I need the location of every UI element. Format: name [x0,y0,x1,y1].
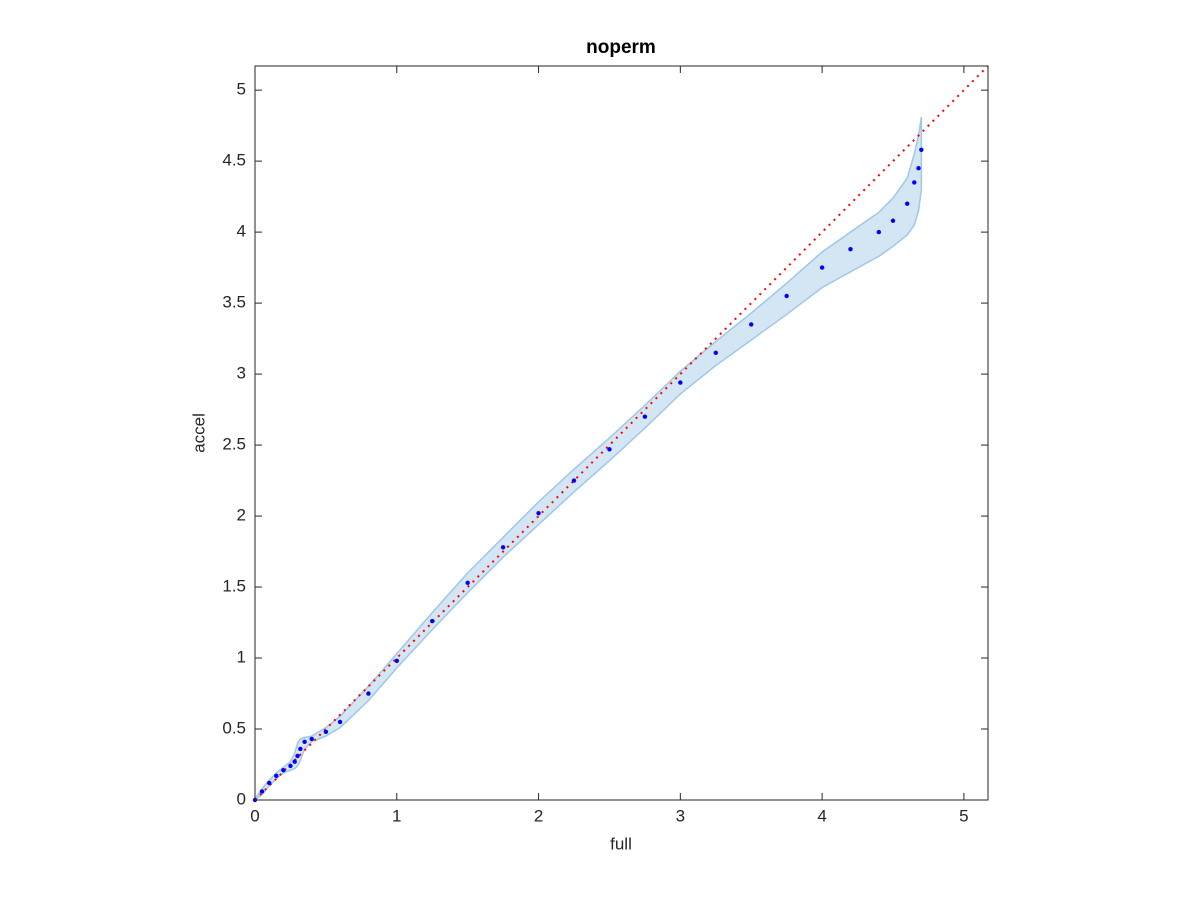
data-point [642,414,648,419]
data-point [323,729,329,735]
y-tick-label: 0.5 [222,718,246,737]
y-tick-label: 0 [237,789,246,808]
y-tick-label: 3.5 [222,293,246,312]
x-tick-label: 2 [534,806,543,825]
axes-box [254,65,989,801]
data-point [749,322,754,327]
y-tick-label: 1.5 [222,577,246,596]
data-point [571,478,577,483]
y-tick-label: 3 [237,364,246,383]
data-point [904,201,910,206]
data-point [500,545,506,550]
data-point [536,511,541,516]
data-point [337,719,343,725]
data-point [713,350,718,355]
data-point [784,293,789,299]
data-point [819,265,825,270]
data-point [266,780,272,786]
x-tick-label: 1 [392,806,401,825]
data-point [281,767,286,773]
y-tick-label: 4 [237,222,246,241]
y-axis-label: accel [189,413,208,453]
x-axis-label: full [610,834,632,853]
data-point [292,759,297,764]
data-point [295,753,300,759]
data-point [309,736,314,742]
x-tick-label: 0 [250,806,259,825]
data-point [274,773,279,779]
data-point [366,691,371,696]
data-point [607,447,612,452]
x-tick-label: 5 [959,806,968,825]
data-point [919,147,924,152]
x-tick-label: 4 [817,806,826,825]
data-point [394,658,399,664]
data-point [430,618,435,624]
y-tick-label: 2.5 [222,435,246,454]
reference-line [254,65,989,801]
data-point [916,166,921,171]
data-point [678,380,683,385]
y-tick-label: 1 [237,648,246,667]
data-point [298,746,303,752]
y-tick-label: 4.5 [222,151,246,170]
confidence-band [254,116,923,802]
data-point [890,218,896,223]
data-point [848,246,853,252]
data-point [912,180,917,185]
x-tick-label: 3 [676,806,685,825]
chart-title: noperm [586,37,656,58]
data-point [288,763,293,769]
data-point [465,580,470,585]
y-tick-label: 5 [237,80,246,99]
data-point [876,229,882,235]
data-point [259,789,265,794]
data-point [302,739,307,744]
y-tick-label: 2 [237,506,246,525]
